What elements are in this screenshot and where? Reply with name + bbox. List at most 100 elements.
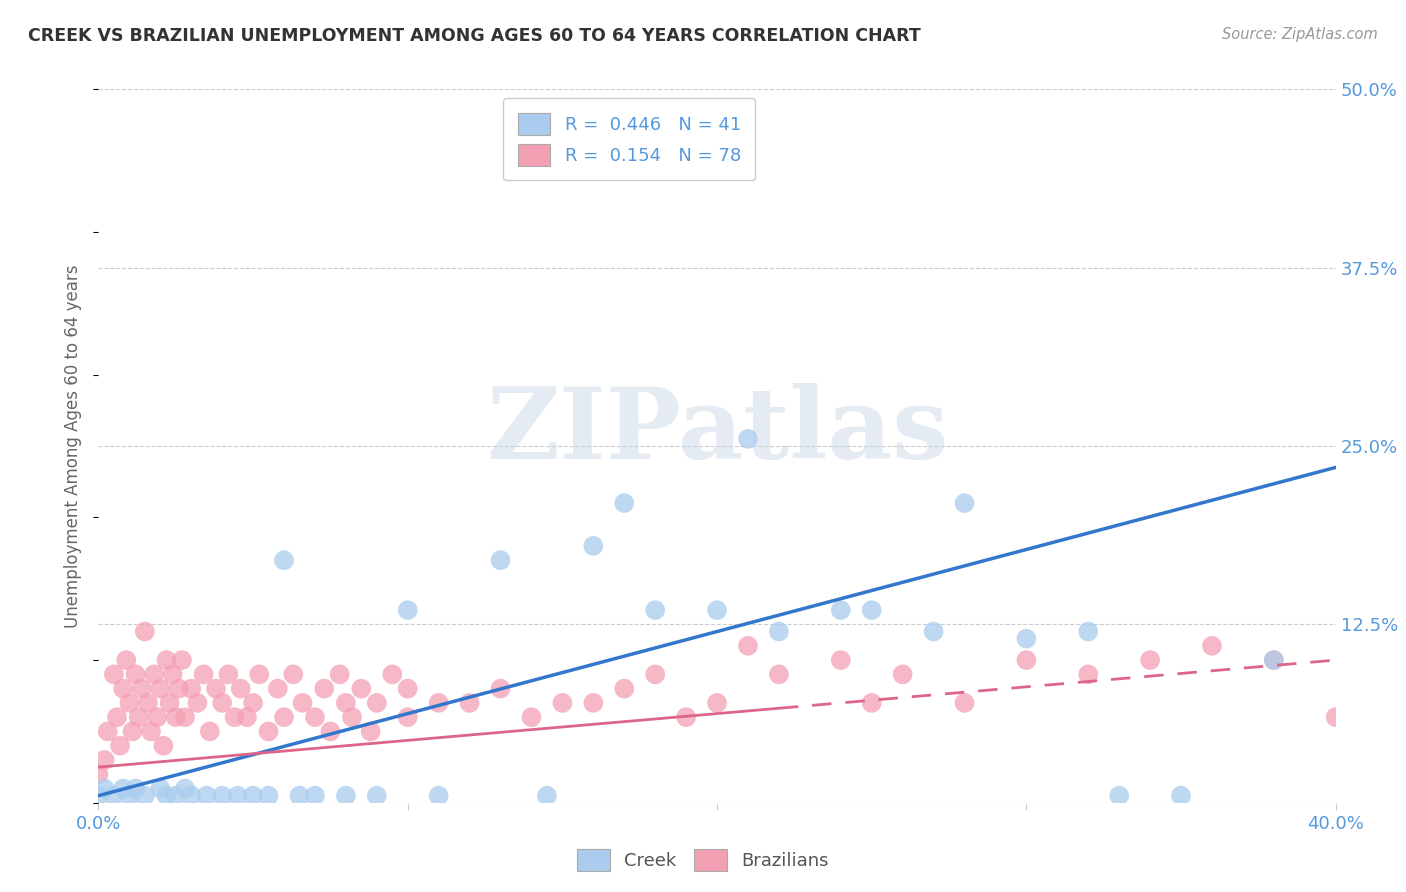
Point bbox=[860, 603, 883, 617]
Point bbox=[229, 681, 252, 696]
Point bbox=[360, 724, 382, 739]
Point bbox=[489, 681, 512, 696]
Point bbox=[139, 724, 162, 739]
Point bbox=[1201, 639, 1223, 653]
Point bbox=[830, 603, 852, 617]
Point bbox=[149, 681, 172, 696]
Point bbox=[737, 639, 759, 653]
Point bbox=[103, 667, 125, 681]
Point bbox=[335, 696, 357, 710]
Point bbox=[304, 789, 326, 803]
Point bbox=[314, 681, 336, 696]
Point bbox=[180, 789, 202, 803]
Point bbox=[737, 432, 759, 446]
Point bbox=[134, 789, 156, 803]
Point bbox=[319, 724, 342, 739]
Point bbox=[224, 710, 246, 724]
Point bbox=[170, 653, 193, 667]
Point bbox=[396, 710, 419, 724]
Point bbox=[675, 710, 697, 724]
Point bbox=[536, 789, 558, 803]
Point bbox=[149, 781, 172, 796]
Point bbox=[291, 696, 314, 710]
Point bbox=[1263, 653, 1285, 667]
Text: ZIPatlas: ZIPatlas bbox=[486, 384, 948, 480]
Point bbox=[427, 696, 450, 710]
Text: CREEK VS BRAZILIAN UNEMPLOYMENT AMONG AGES 60 TO 64 YEARS CORRELATION CHART: CREEK VS BRAZILIAN UNEMPLOYMENT AMONG AG… bbox=[28, 27, 921, 45]
Point bbox=[93, 781, 115, 796]
Point bbox=[1015, 632, 1038, 646]
Point bbox=[830, 653, 852, 667]
Point bbox=[97, 724, 120, 739]
Point bbox=[381, 667, 404, 681]
Point bbox=[155, 653, 177, 667]
Point bbox=[582, 539, 605, 553]
Point bbox=[226, 789, 249, 803]
Point bbox=[105, 710, 128, 724]
Point bbox=[186, 696, 208, 710]
Point bbox=[115, 653, 138, 667]
Point bbox=[644, 667, 666, 681]
Point bbox=[1170, 789, 1192, 803]
Point bbox=[768, 667, 790, 681]
Point bbox=[340, 710, 363, 724]
Point bbox=[335, 789, 357, 803]
Point bbox=[128, 710, 150, 724]
Point bbox=[257, 789, 280, 803]
Point bbox=[118, 789, 141, 803]
Point bbox=[273, 710, 295, 724]
Point bbox=[1139, 653, 1161, 667]
Point bbox=[706, 603, 728, 617]
Point bbox=[366, 789, 388, 803]
Point bbox=[131, 681, 153, 696]
Point bbox=[205, 681, 228, 696]
Point bbox=[155, 789, 177, 803]
Point bbox=[124, 667, 146, 681]
Point bbox=[174, 781, 197, 796]
Point bbox=[489, 553, 512, 567]
Point bbox=[860, 696, 883, 710]
Point bbox=[143, 667, 166, 681]
Point bbox=[159, 696, 181, 710]
Point bbox=[112, 781, 135, 796]
Point bbox=[162, 667, 184, 681]
Point bbox=[1108, 789, 1130, 803]
Point bbox=[211, 696, 233, 710]
Legend: Creek, Brazilians: Creek, Brazilians bbox=[569, 842, 837, 879]
Point bbox=[396, 603, 419, 617]
Point bbox=[217, 667, 239, 681]
Point bbox=[1263, 653, 1285, 667]
Point bbox=[242, 696, 264, 710]
Point bbox=[706, 696, 728, 710]
Point bbox=[193, 667, 215, 681]
Point bbox=[922, 624, 945, 639]
Point bbox=[1015, 653, 1038, 667]
Point bbox=[257, 724, 280, 739]
Point bbox=[396, 681, 419, 696]
Point bbox=[953, 496, 976, 510]
Point bbox=[180, 681, 202, 696]
Point bbox=[304, 710, 326, 724]
Point bbox=[118, 696, 141, 710]
Point bbox=[167, 681, 190, 696]
Point bbox=[582, 696, 605, 710]
Point bbox=[520, 710, 543, 724]
Point bbox=[236, 710, 259, 724]
Point bbox=[112, 681, 135, 696]
Point bbox=[195, 789, 218, 803]
Point bbox=[613, 681, 636, 696]
Point bbox=[211, 789, 233, 803]
Legend: R =  0.446   N = 41, R =  0.154   N = 78: R = 0.446 N = 41, R = 0.154 N = 78 bbox=[503, 98, 755, 180]
Y-axis label: Unemployment Among Ages 60 to 64 years: Unemployment Among Ages 60 to 64 years bbox=[65, 264, 83, 628]
Point bbox=[165, 710, 187, 724]
Point bbox=[152, 739, 174, 753]
Point bbox=[242, 789, 264, 803]
Point bbox=[768, 624, 790, 639]
Point bbox=[1077, 624, 1099, 639]
Point bbox=[174, 710, 197, 724]
Text: Source: ZipAtlas.com: Source: ZipAtlas.com bbox=[1222, 27, 1378, 42]
Point bbox=[644, 603, 666, 617]
Point bbox=[273, 553, 295, 567]
Point bbox=[87, 789, 110, 803]
Point bbox=[891, 667, 914, 681]
